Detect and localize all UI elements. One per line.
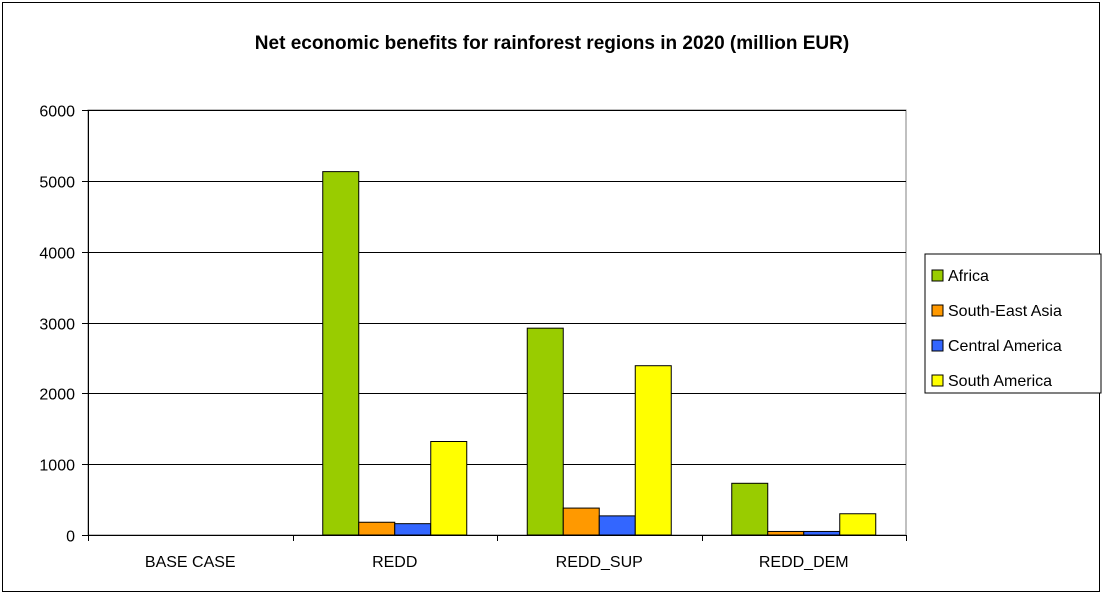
bar bbox=[839, 513, 877, 536]
legend-label: Africa bbox=[948, 268, 989, 285]
y-tick-label: 4000 bbox=[39, 246, 75, 263]
legend: Africa South-East Asia Central America Sout… bbox=[924, 253, 1102, 394]
chart-title: Net economic benefits for rainforest reg… bbox=[254, 33, 850, 54]
legend-swatch bbox=[931, 374, 944, 387]
y-tick-label: 5000 bbox=[39, 175, 75, 192]
legend-swatch bbox=[931, 304, 944, 317]
bar bbox=[322, 171, 360, 536]
plot-border bbox=[87, 109, 907, 536]
legend-swatch bbox=[931, 269, 944, 282]
bar bbox=[803, 530, 841, 536]
y-tick-label: 2000 bbox=[39, 387, 75, 404]
legend-swatch bbox=[931, 339, 944, 352]
x-tick-label: REDD bbox=[372, 554, 417, 571]
y-tick-label: 0 bbox=[66, 529, 75, 546]
y-tick-label: 1000 bbox=[39, 458, 75, 475]
bar bbox=[394, 523, 432, 536]
bar bbox=[562, 507, 600, 536]
bar bbox=[767, 530, 805, 536]
bar bbox=[358, 521, 396, 536]
bar bbox=[430, 441, 468, 536]
bar bbox=[731, 482, 769, 536]
bar bbox=[598, 515, 636, 536]
legend-label: Central America bbox=[948, 338, 1062, 355]
x-tick-label: BASE CASE bbox=[145, 554, 236, 571]
x-tick-label: REDD_SUP bbox=[556, 554, 643, 571]
legend-label: South America bbox=[948, 373, 1052, 390]
legend-box bbox=[924, 253, 1102, 394]
legend-label: South-East Asia bbox=[948, 303, 1062, 320]
plot-area: 0 1000 2000 3000 4000 5000 6000 BASE CASE REDD RE… bbox=[39, 104, 907, 571]
x-tick-label: REDD_DEM bbox=[759, 554, 849, 571]
bar bbox=[526, 327, 564, 536]
y-tick-label: 6000 bbox=[39, 104, 75, 121]
bar bbox=[634, 365, 672, 536]
y-tick-label: 3000 bbox=[39, 317, 75, 334]
